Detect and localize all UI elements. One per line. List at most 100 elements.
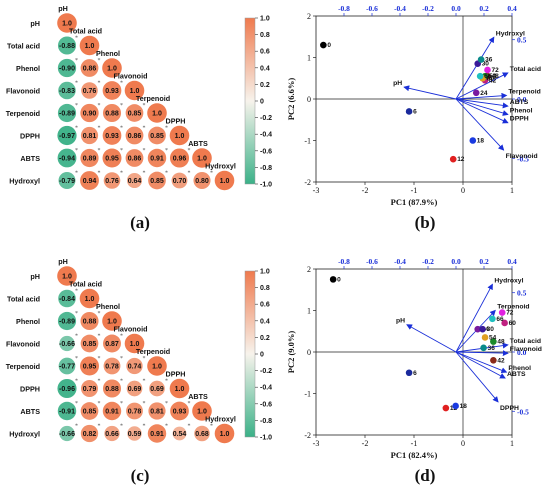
score-label-54: 54	[489, 334, 497, 341]
score-point-60	[501, 319, 508, 327]
colorbar	[244, 17, 256, 185]
corr-circle-6-3	[126, 402, 143, 420]
colorbar-tick-label: 0.6	[260, 302, 270, 309]
corr-value-6-2: 0.91	[105, 409, 119, 416]
corr-value-7-3: 0.64	[128, 178, 142, 185]
colorbar-tick-label: -0.6	[260, 148, 272, 155]
corr-value-4-3: 0.74	[128, 364, 142, 371]
corr-circle-6-1	[80, 402, 99, 420]
corr-value-4-0: -0.89	[59, 111, 75, 118]
diag-label-flavonoid: Flavonoid	[114, 72, 148, 81]
corr-circle-4-2	[103, 357, 121, 375]
corr-value-4-4: 1.0	[152, 111, 162, 118]
significance-mark-7-4: *	[165, 424, 168, 430]
colorbar-tick-label: 0.4	[260, 65, 270, 72]
score-point-18	[469, 137, 477, 144]
score-point-66	[476, 72, 484, 80]
loading-label-flavonoid: Flavonoid	[506, 153, 538, 160]
row-label-flavonoid: Flavonoid	[6, 87, 40, 96]
corr-value-7-5: 0.54	[173, 431, 187, 438]
loading-label-phenol: Phenol	[508, 365, 531, 372]
y-tick-label: 1	[307, 307, 311, 316]
corr-value-6-2: 0.95	[105, 156, 119, 163]
corr-value-6-6: 1.0	[197, 409, 207, 416]
corr-value-2-1: 0.88	[83, 319, 97, 326]
corr-value-6-3: 0.78	[128, 409, 142, 416]
corr-circle-1-0	[58, 289, 76, 308]
score-label-6: 6	[413, 370, 417, 377]
top-tick-label: -0.8	[338, 4, 350, 13]
diag-label-terpenoid: Terpenoid	[136, 347, 170, 356]
corr-circle-2-0	[57, 58, 77, 78]
corr-circle-5-5	[169, 378, 190, 399]
corr-circle-6-5	[170, 401, 189, 421]
score-point-54	[481, 334, 489, 341]
corr-circle-3-3	[124, 333, 145, 354]
row-label-ph: pH	[30, 19, 40, 28]
corr-circle-7-3	[126, 172, 143, 189]
corr-value-7-3: 0.59	[128, 431, 142, 438]
diag-label-ph: pH	[58, 257, 68, 266]
corr-value-5-1: 0.81	[83, 133, 97, 140]
x-tick-label: 0	[461, 186, 465, 195]
loading-label-terpenoid: Terpenoid	[497, 304, 529, 311]
corr-value-7-4: 0.91	[150, 431, 164, 438]
corr-circle-6-2	[102, 401, 122, 421]
score-label-60: 60	[509, 320, 517, 327]
corr-circle-4-4	[147, 356, 167, 376]
corr-value-5-3: 0.86	[128, 133, 142, 140]
score-point-18	[452, 402, 459, 410]
significance-mark-6-4: *	[165, 148, 168, 154]
score-label-0: 0	[337, 276, 341, 283]
loading-vector-dpph	[455, 351, 499, 403]
row-label-dpph: DPPH	[20, 385, 40, 394]
corr-value-5-4: 0.85	[150, 133, 164, 140]
significance-mark-4-1: *	[98, 103, 101, 109]
score-point-0	[320, 41, 327, 49]
corr-value-1-1: 1.0	[85, 43, 95, 50]
significance-mark-7-0: *	[75, 424, 78, 430]
colorbar-tick-label: 0.2	[260, 82, 270, 89]
corr-value-3-0: -0.83	[59, 88, 75, 95]
score-label-30: 30	[487, 326, 495, 333]
y-tick-label: -1	[304, 137, 311, 146]
score-point-30	[479, 325, 486, 333]
significance-mark-5-0: *	[75, 126, 78, 132]
corr-circle-7-4	[147, 424, 167, 443]
significance-mark-7-5: *	[188, 424, 191, 430]
significance-mark-7-1: *	[98, 171, 101, 177]
row-label-total-acid: Total acid	[7, 42, 40, 51]
loading-label-dpph: DPPH	[510, 116, 529, 123]
significance-mark-5-2: *	[120, 379, 123, 385]
x-tick-label: -1	[411, 439, 418, 448]
corr-circle-6-5	[169, 148, 190, 168]
diag-label-hydroxyl: Hydroxyl	[205, 162, 236, 171]
significance-mark-7-2: *	[120, 171, 123, 177]
corr-value-0-0: 1.0	[62, 274, 72, 281]
loading-label-terpenoid: Terpenoid	[508, 88, 540, 95]
colorbar-tick-label: 0.8	[260, 32, 270, 39]
score-point-42	[490, 357, 497, 364]
loading-vector-terpenoid	[455, 92, 508, 100]
colorbar-tick-label: 0	[260, 99, 264, 106]
significance-mark-5-3: *	[143, 126, 146, 132]
colorbar-tick-label: -0.6	[260, 401, 272, 408]
corr-value-4-4: 1.0	[152, 364, 162, 371]
corr-value-7-0: -0.66	[59, 431, 75, 438]
score-label-36: 36	[488, 345, 496, 352]
score-point-48	[490, 338, 497, 345]
colorbar	[244, 270, 256, 438]
significance-mark-5-0: *	[75, 379, 78, 385]
corr-circle-7-3	[127, 426, 142, 441]
significance-mark-2-1: *	[98, 58, 101, 64]
significance-mark-3-1: *	[98, 334, 101, 340]
significance-mark-3-0: *	[75, 81, 78, 87]
row-label-ph: pH	[30, 272, 40, 281]
score-label-6: 6	[413, 108, 417, 115]
corr-value-3-1: 0.85	[83, 341, 97, 348]
score-point-66	[489, 315, 496, 323]
significance-mark-6-1: *	[98, 148, 101, 154]
corr-circle-0-0	[57, 13, 77, 33]
corr-circle-5-4	[149, 380, 165, 397]
loading-vector-ph	[406, 324, 457, 353]
